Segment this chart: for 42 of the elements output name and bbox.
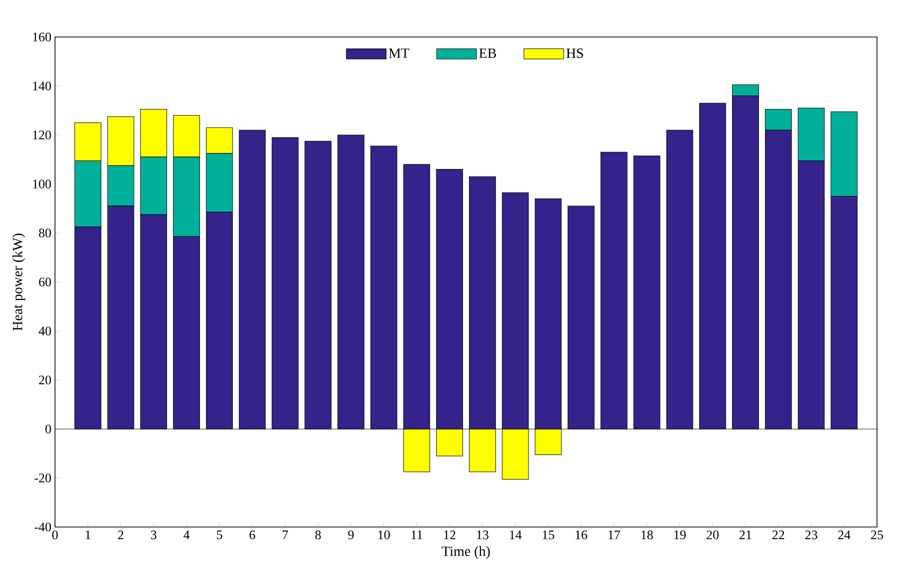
x-tick-label: 21 [740, 530, 752, 540]
x-tick-label: 4 [184, 530, 190, 540]
y-tick-label: -20 [34, 474, 51, 482]
legend-label: MT [388, 48, 410, 58]
x-tick-label: 9 [348, 530, 354, 540]
y-tick-label: 40 [38, 326, 51, 336]
x-tick-label: 19 [674, 530, 686, 540]
x-tick-label: 8 [315, 530, 321, 540]
y-tick-label: 20 [39, 376, 51, 384]
x-tick-label: 2 [118, 530, 124, 540]
y-tick-label: 120 [33, 130, 51, 140]
x-tick-label: 22 [772, 530, 784, 540]
x-tick-label: 20 [706, 530, 719, 540]
x-tick-label: 14 [510, 530, 522, 540]
x-tick-label: 12 [444, 530, 456, 540]
x-tick-label: 0 [52, 530, 58, 540]
x-tick-label: 15 [542, 530, 554, 540]
x-tick-label: 17 [608, 530, 620, 540]
x-tick-label: 6 [250, 530, 256, 540]
x-tick-label: 3 [151, 530, 156, 540]
x-axis-title: Time (h) [442, 546, 490, 559]
y-tick-label: -40 [34, 522, 51, 532]
y-tick-label: 160 [33, 32, 51, 42]
y-tick-label: 60 [39, 278, 51, 286]
x-tick-label: 1 [86, 530, 90, 540]
legend-label: EB [479, 48, 496, 58]
y-tick-label: 100 [33, 180, 51, 188]
y-tick-label: 140 [33, 82, 51, 90]
x-tick-label: 18 [641, 530, 653, 540]
x-tick-label: 24 [838, 530, 850, 540]
x-tick-label: 5 [216, 530, 222, 540]
y-tick-label: 0 [45, 424, 51, 434]
y-tick-label: 80 [38, 228, 51, 238]
x-tick-label: 23 [805, 530, 818, 540]
legend-label: HS [566, 48, 584, 58]
x-tick-label: 10 [378, 530, 390, 540]
y-axis-title: Heat power (kW) [12, 234, 26, 331]
x-tick-label: 13 [477, 530, 488, 540]
x-tick-label: 25 [871, 530, 883, 540]
x-tick-label: 16 [576, 530, 588, 540]
x-tick-label: 7 [282, 530, 288, 540]
x-tick-label: 11 [412, 530, 422, 540]
